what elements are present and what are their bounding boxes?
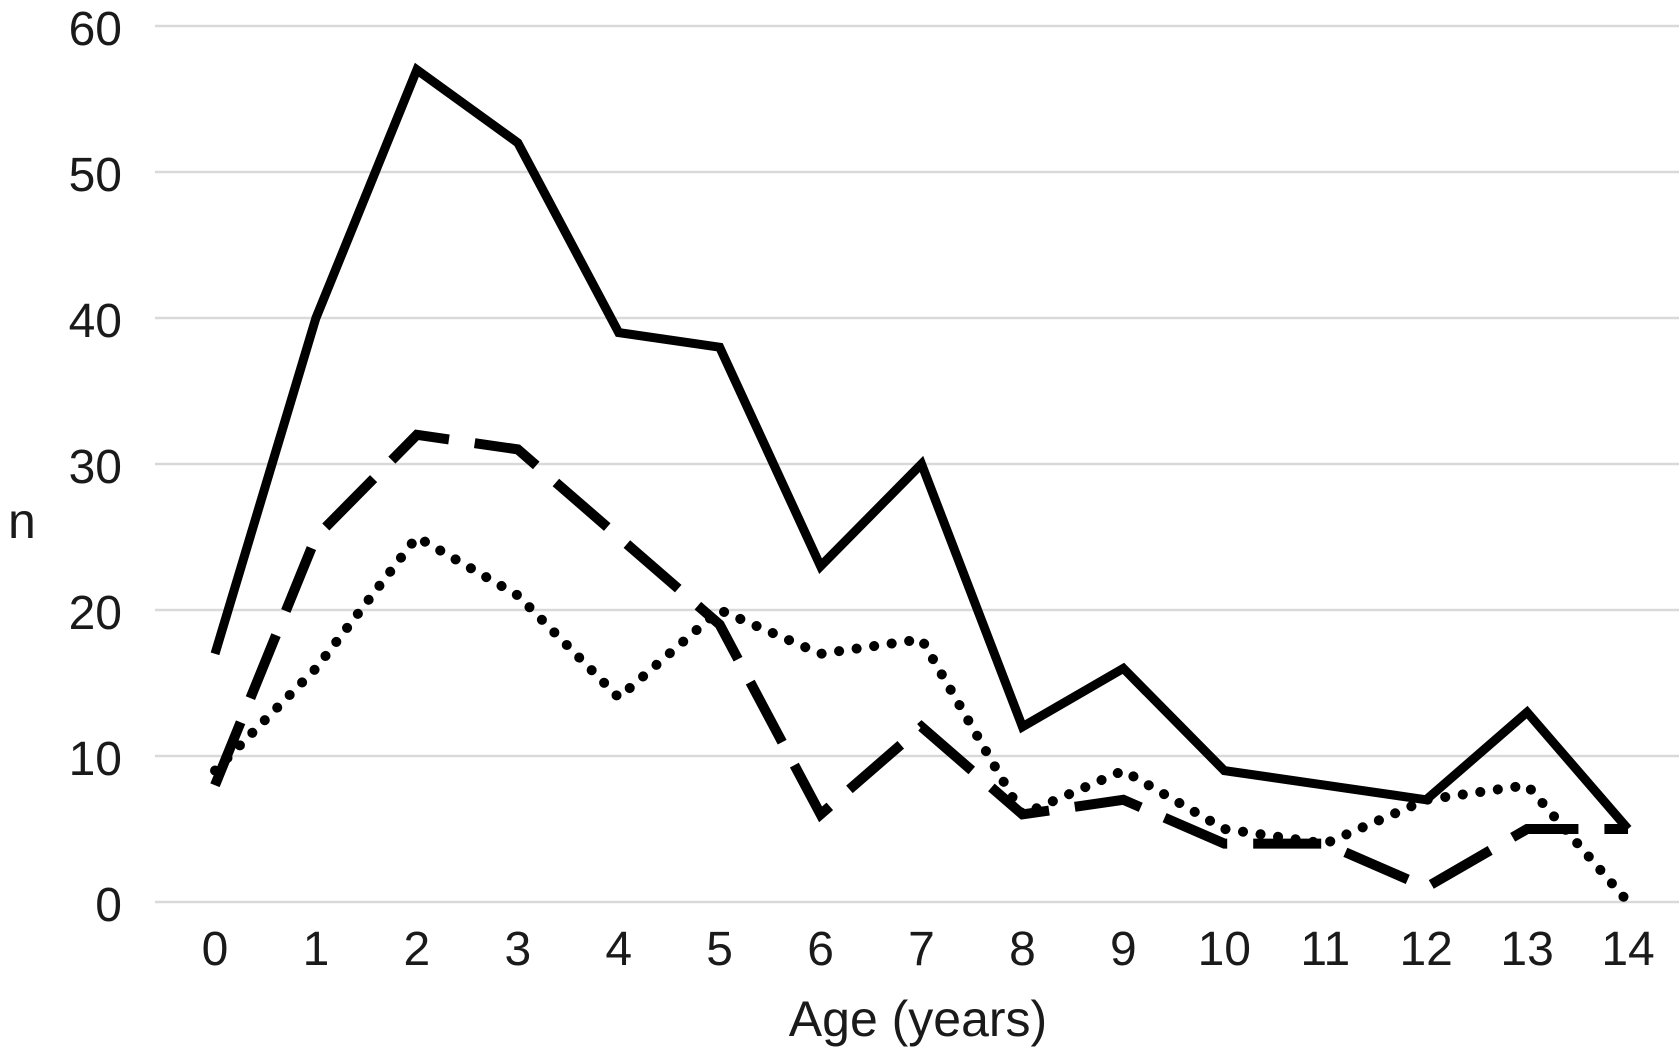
series-lines — [210, 62, 1634, 907]
x-tick-label-14: 14 — [1601, 923, 1654, 976]
x-tick-label-2: 2 — [404, 923, 431, 976]
x-tick-label-4: 4 — [605, 923, 632, 976]
y-tick-label-50: 50 — [69, 149, 122, 202]
x-tick-label-7: 7 — [908, 923, 935, 976]
x-tick-label-0: 0 — [202, 923, 229, 976]
series-solid-line — [210, 62, 1632, 832]
y-tick-label-20: 20 — [69, 587, 122, 640]
y-tick-label-40: 40 — [69, 295, 122, 348]
x-tick-label-9: 9 — [1110, 923, 1137, 976]
x-tick-label-1: 1 — [303, 923, 330, 976]
x-tick-label-3: 3 — [504, 923, 531, 976]
y-axis-label: n — [8, 493, 36, 549]
x-tick-label-5: 5 — [706, 923, 733, 976]
y-tick-label-0: 0 — [95, 879, 122, 932]
x-tick-label-10: 10 — [1198, 923, 1251, 976]
y-axis-tick-labels: 0 10 20 30 40 50 60 — [69, 3, 122, 932]
series-dotted-line — [210, 532, 1634, 907]
x-tick-label-8: 8 — [1009, 923, 1036, 976]
series-dashed-line — [210, 429, 1629, 893]
x-tick-label-6: 6 — [807, 923, 834, 976]
x-tick-label-11: 11 — [1300, 923, 1350, 976]
x-tick-label-12: 12 — [1399, 923, 1452, 976]
y-tick-label-30: 30 — [69, 441, 122, 494]
x-tick-label-13: 13 — [1500, 923, 1553, 976]
y-tick-label-60: 60 — [69, 3, 122, 56]
x-axis-label: Age (years) — [789, 991, 1047, 1047]
x-axis-tick-labels: 0 1 2 3 4 5 6 7 8 9 10 11 12 13 14 — [202, 923, 1655, 976]
y-tick-label-10: 10 — [69, 733, 122, 786]
gridlines — [155, 24, 1679, 904]
